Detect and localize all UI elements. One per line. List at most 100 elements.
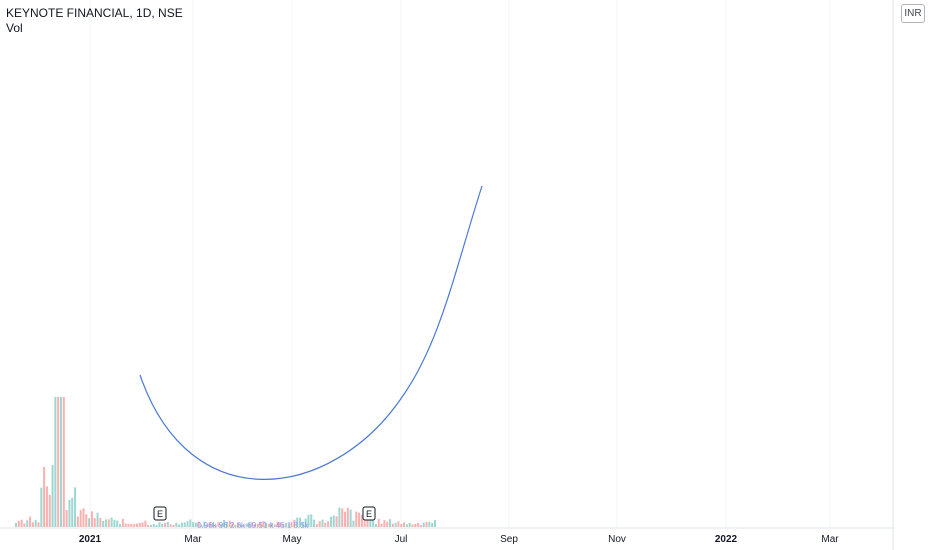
volume-bar [391, 523, 394, 527]
earnings-marker-box [153, 506, 167, 521]
volume-bar [234, 524, 237, 527]
volume-bar [352, 520, 355, 527]
volume-bar [147, 524, 150, 527]
volume-bar [158, 522, 161, 527]
volume-bar [65, 509, 68, 527]
volume-bar [363, 520, 366, 527]
volume-bar [380, 523, 383, 527]
volume-bar [34, 519, 37, 527]
volume-bar [377, 519, 380, 527]
x-tick-label: Sep [500, 534, 518, 545]
volume-bar [403, 522, 406, 527]
volume-overlay-text: 0.96k 96 2.8k 69.51 k 46.1 8.5k [197, 521, 310, 530]
volume-bar [17, 520, 20, 527]
volume-bar [161, 523, 164, 527]
volume-bar [121, 518, 124, 527]
volume-bar [327, 521, 330, 527]
volume-bar [366, 519, 369, 527]
volume-bar [299, 517, 302, 527]
volume-bar [183, 522, 186, 527]
volume-bar [178, 524, 181, 527]
volume-bar [200, 524, 203, 527]
volume-bar [93, 518, 96, 527]
chart-legend: KEYNOTE FINANCIAL, 1D, NSE Vol [6, 6, 183, 36]
volume-bar [124, 523, 127, 527]
volume-bar [76, 516, 79, 527]
volume-bar [20, 519, 23, 527]
volume-bar [104, 519, 107, 527]
volume-bar [138, 522, 141, 527]
volume-bar [152, 524, 155, 527]
volume-bar [318, 521, 321, 527]
volume-bar [344, 511, 347, 527]
volume-bar [242, 524, 245, 527]
volume-bar [360, 514, 363, 527]
x-tick-label: Mar [184, 534, 202, 545]
volume-bar [239, 524, 242, 527]
volume-bar [422, 522, 425, 527]
volume-bar [85, 514, 88, 527]
volume-bar [335, 516, 338, 527]
volume-bar [310, 514, 313, 527]
volume-bar [268, 523, 271, 527]
volume-bar [321, 519, 324, 527]
volume-bar [374, 524, 377, 527]
volume-bars [15, 397, 436, 527]
earnings-marker-label: E [157, 509, 163, 519]
volume-bar [414, 523, 417, 527]
currency-button[interactable]: INR [901, 4, 925, 23]
volume-bar [400, 524, 403, 527]
volume-bar [287, 523, 290, 527]
volume-bar [313, 519, 316, 527]
volume-bar [102, 520, 105, 527]
symbol-title: KEYNOTE FINANCIAL, 1D, NSE [6, 6, 183, 20]
volume-bar [355, 511, 358, 527]
volume-bar [135, 523, 138, 527]
price-axis: 124.00120.00116.00112.00108.00104.00100.… [892, 0, 894, 550]
volume-bar [197, 521, 200, 527]
volume-bar [338, 507, 341, 527]
x-tick-label: 2021 [79, 534, 102, 545]
volume-bar [245, 523, 248, 527]
volume-bar [107, 519, 110, 527]
volume-bar [248, 523, 251, 527]
volume-bar [217, 522, 220, 527]
volume-bar [231, 522, 234, 527]
volume-bar [237, 522, 240, 527]
volume-bar [57, 397, 60, 527]
volume-bar [225, 521, 228, 527]
volume-bar [411, 524, 414, 527]
volume-bar [279, 522, 282, 527]
volume-bar [68, 499, 71, 527]
volume-bar [296, 517, 299, 527]
chart-gridlines [89, 0, 831, 528]
volume-bar [74, 487, 77, 527]
volume-bar [116, 520, 119, 527]
volume-bar [71, 497, 74, 527]
volume-bar [425, 521, 428, 527]
volume-bar [62, 397, 65, 527]
volume-bar [164, 522, 167, 527]
volume-bar [428, 521, 431, 527]
volume-bar [304, 518, 307, 527]
volume-bar [349, 509, 352, 527]
volume-bar [228, 520, 231, 527]
volume-bar [282, 523, 285, 527]
volume-bar [332, 515, 335, 527]
volume-bar [45, 486, 48, 527]
x-tick-label: Mar [821, 534, 839, 545]
volume-bar [369, 520, 372, 527]
volume-bar [329, 516, 332, 527]
volume-bar [408, 522, 411, 527]
volume-bar [372, 518, 375, 527]
volume-bar [383, 520, 386, 527]
volume-bar [37, 522, 40, 527]
volume-bar [209, 522, 212, 527]
x-tick-label: Nov [608, 534, 626, 545]
volume-bar [206, 524, 209, 527]
volume-bar [90, 511, 93, 527]
volume-bar [113, 519, 116, 527]
volume-bar [251, 522, 254, 527]
